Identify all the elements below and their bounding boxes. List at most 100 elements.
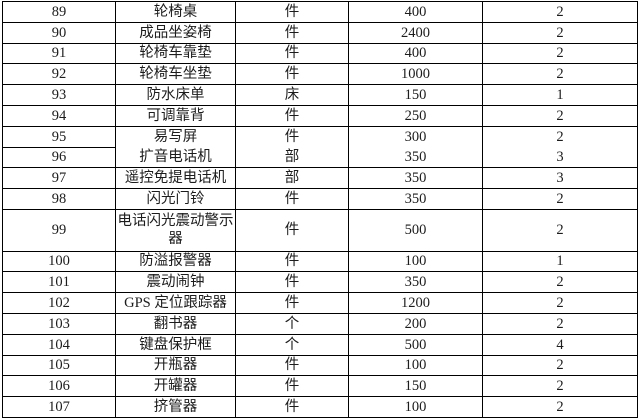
cell-row-number: 107	[2, 396, 116, 418]
cell-quantity: 2	[482, 271, 638, 294]
table-row: 99 电话闪光震动警示器 件 500 2	[2, 208, 638, 252]
cell-quantity: 2	[482, 188, 638, 210]
cell-item-name: 防溢报警器	[115, 250, 236, 273]
cell-unit: 床	[235, 84, 349, 106]
cell-quantity: 2	[482, 208, 638, 252]
cell-unit: 件	[235, 208, 349, 252]
cell-unit: 件	[235, 125, 349, 148]
cell-quantity: 2	[482, 63, 638, 86]
cell-item-name: 开罐器	[115, 375, 236, 398]
cell-item-name: GPS 定位跟踪器	[115, 292, 236, 314]
cell-row-number: 98	[2, 188, 116, 210]
cell-unit: 件	[235, 250, 349, 273]
table-row: 90 成品坐姿椅 件 2400 2	[2, 21, 638, 44]
table-row: 100 防溢报警器 件 100 1	[2, 250, 638, 273]
table-row: 104 键盘保护框 个 500 4	[2, 333, 638, 356]
table-row: 96 扩音电话机 部 350 3	[2, 146, 638, 169]
cell-unit: 件	[235, 42, 349, 65]
cell-unit: 部	[235, 167, 349, 190]
cell-unit: 件	[235, 354, 349, 377]
table-row: 102 GPS 定位跟踪器 件 1200 2	[2, 292, 638, 314]
cell-item-name: 遥控免提电话机	[115, 167, 236, 190]
cell-price: 150	[348, 84, 483, 106]
table-row: 94 可调靠背 件 250 2	[2, 104, 638, 127]
cell-price: 200	[348, 312, 483, 335]
cell-quantity: 2	[482, 21, 638, 44]
cell-quantity: 2	[482, 125, 638, 148]
table-row: 107 挤管器 件 100 2	[2, 396, 638, 418]
cell-row-number: 99	[2, 208, 116, 252]
cell-unit: 件	[235, 292, 349, 314]
cell-row-number: 90	[2, 21, 116, 44]
table-row: 95 易写屏 件 300 2	[2, 125, 638, 148]
cell-price: 100	[348, 396, 483, 418]
cell-unit: 件	[235, 1, 349, 23]
cell-quantity: 3	[482, 167, 638, 190]
cell-price: 500	[348, 208, 483, 252]
table-row: 103 翻书器 个 200 2	[2, 312, 638, 335]
table-row: 93 防水床单 床 150 1	[2, 84, 638, 106]
cell-quantity: 2	[482, 354, 638, 377]
table-row: 106 开罐器 件 150 2	[2, 375, 638, 398]
cell-price: 300	[348, 125, 483, 148]
cell-price: 2400	[348, 21, 483, 44]
cell-unit: 件	[235, 396, 349, 418]
cell-unit: 件	[235, 188, 349, 210]
cell-quantity: 2	[482, 375, 638, 398]
cell-row-number: 101	[2, 271, 116, 294]
cell-quantity: 2	[482, 292, 638, 314]
cell-item-name: 翻书器	[115, 312, 236, 335]
cell-price: 500	[348, 333, 483, 356]
cell-quantity: 2	[482, 1, 638, 23]
cell-quantity: 1	[482, 84, 638, 106]
cell-row-number: 92	[2, 63, 116, 86]
table-row: 91 轮椅车靠垫 件 400 2	[2, 42, 638, 65]
cell-row-number: 96	[2, 146, 116, 169]
cell-row-number: 95	[2, 125, 116, 148]
cell-item-name: 挤管器	[115, 396, 236, 418]
cell-quantity: 3	[482, 147, 638, 169]
cell-item-name: 闪光门铃	[115, 188, 236, 210]
table-row: 92 轮椅车坐垫 件 1000 2	[2, 63, 638, 86]
cell-quantity: 2	[482, 396, 638, 418]
table-row: 97 遥控免提电话机 部 350 3	[2, 167, 638, 190]
cell-row-number: 105	[2, 354, 116, 377]
cell-item-name: 震动闹钟	[115, 271, 236, 294]
cell-quantity: 2	[482, 312, 638, 335]
cell-row-number: 100	[2, 250, 116, 273]
cell-price: 100	[348, 250, 483, 273]
cell-price: 150	[348, 375, 483, 398]
cell-price: 100	[348, 354, 483, 377]
cell-row-number: 97	[2, 167, 116, 190]
table-row: 98 闪光门铃 件 350 2	[2, 188, 638, 210]
cell-item-name: 扩音电话机	[115, 147, 236, 169]
cell-item-name: 轮椅车靠垫	[115, 42, 236, 65]
cell-row-number: 93	[2, 84, 116, 106]
cell-item-name: 轮椅桌	[115, 1, 236, 23]
cell-unit: 个	[235, 333, 349, 356]
cell-price: 1000	[348, 63, 483, 86]
cell-unit: 件	[235, 104, 349, 127]
cell-item-name: 成品坐姿椅	[115, 21, 236, 44]
cell-quantity: 1	[482, 250, 638, 273]
cell-unit: 件	[235, 375, 349, 398]
cell-unit: 个	[235, 312, 349, 335]
cell-row-number: 94	[2, 104, 116, 127]
cell-item-name: 键盘保护框	[115, 333, 236, 356]
cell-price: 1200	[348, 292, 483, 314]
cell-price: 350	[348, 167, 483, 190]
cell-item-name: 可调靠背	[115, 104, 236, 127]
cell-unit: 部	[235, 147, 349, 169]
cell-row-number: 102	[2, 292, 116, 314]
cell-quantity: 2	[482, 104, 638, 127]
cell-item-name: 电话闪光震动警示器	[115, 208, 236, 252]
cell-price: 400	[348, 42, 483, 65]
cell-unit: 件	[235, 21, 349, 44]
table-row: 89 轮椅桌 件 400 2	[2, 1, 638, 23]
cell-item-name: 开瓶器	[115, 354, 236, 377]
cell-price: 350	[348, 147, 483, 169]
cell-unit: 件	[235, 271, 349, 294]
cell-price: 250	[348, 104, 483, 127]
